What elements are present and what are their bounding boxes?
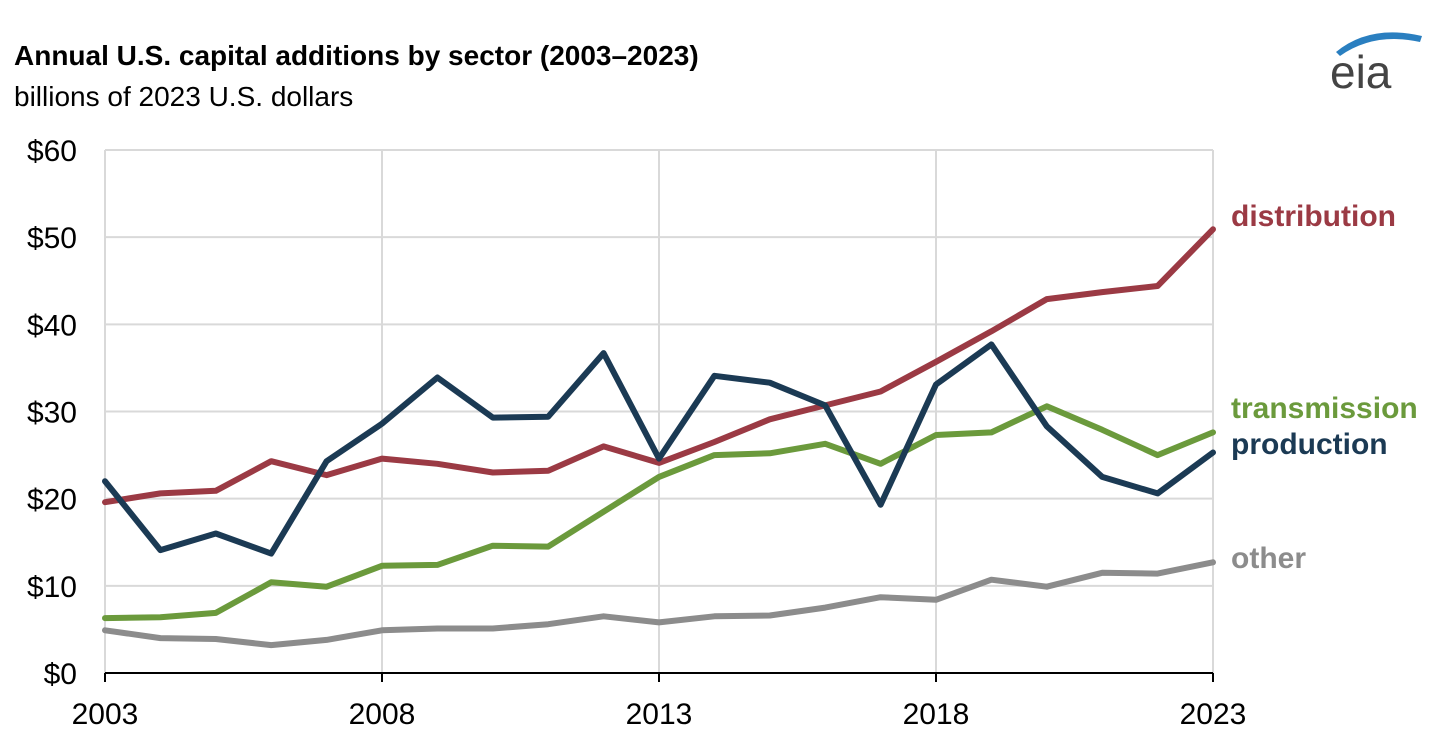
eia-logo-arc	[1336, 32, 1422, 56]
x-tick-label: 2023	[1180, 698, 1247, 731]
series-line-production	[102, 341, 1216, 557]
y-tick-label: $40	[27, 309, 77, 342]
x-tick-label: 2013	[626, 698, 693, 731]
series-label-distribution: distribution	[1231, 200, 1396, 233]
x-tick-label: 2018	[903, 698, 970, 731]
y-tick-label: $60	[27, 135, 77, 168]
axes: $0 $10 $20 $30 $40 $50 $60 2003 2008 2013 2018 2023	[27, 135, 1246, 731]
x-tick-label: 2008	[349, 698, 416, 731]
series-line-transmission	[102, 403, 1216, 622]
series-line-other	[102, 559, 1216, 649]
y-tick-label: $20	[27, 484, 77, 517]
series-label-production: production	[1231, 428, 1388, 461]
y-tick-label: $0	[44, 658, 77, 691]
series-line-distribution	[102, 226, 1216, 506]
chart-subtitle: billions of 2023 U.S. dollars	[14, 81, 354, 112]
y-tick-label: $10	[27, 571, 77, 604]
series-label-transmission: transmission	[1231, 392, 1418, 425]
series-label-other: other	[1231, 542, 1306, 575]
eia-logo-text: eia	[1330, 46, 1392, 94]
series-lines	[102, 226, 1216, 649]
y-tick-label: $50	[27, 222, 77, 255]
x-tick-label: 2003	[72, 698, 139, 731]
chart-title: Annual U.S. capital additions by sector …	[14, 40, 699, 71]
gridlines	[104, 149, 1214, 673]
y-tick-label: $30	[27, 397, 77, 430]
eia-logo: eia	[1330, 32, 1422, 94]
